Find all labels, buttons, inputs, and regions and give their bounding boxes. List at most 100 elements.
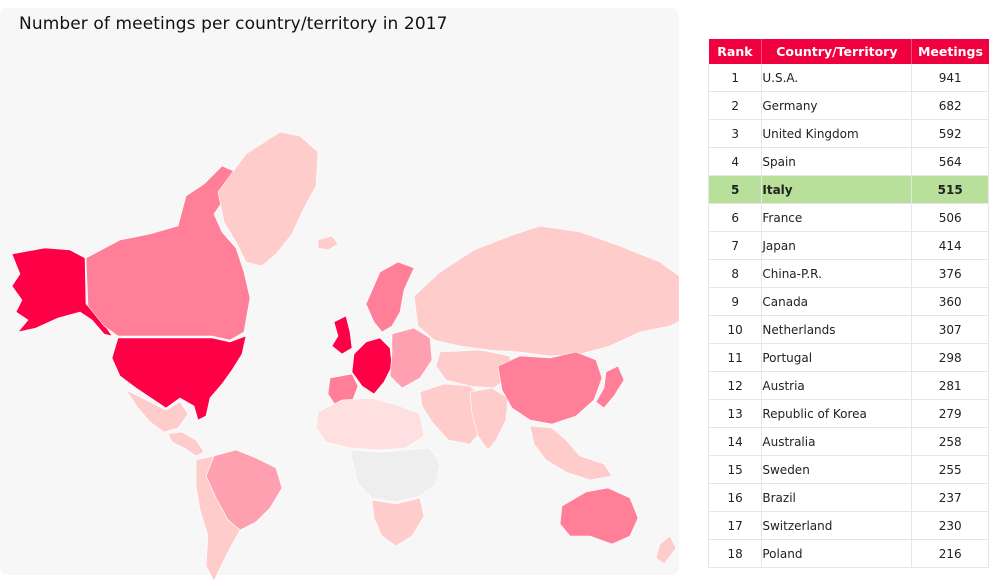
country-cell: Australia (761, 427, 913, 456)
meetings-cell: 360 (911, 287, 989, 316)
table-row[interactable]: 13 Republic of Korea 279 (707, 399, 989, 428)
map-region-iceland[interactable] (317, 235, 339, 251)
country-cell: United Kingdom (761, 119, 913, 148)
map-region-japan[interactable] (595, 365, 625, 409)
map-region-central-america[interactable] (167, 431, 205, 457)
map-region-scandinavia[interactable] (365, 261, 415, 333)
ranking-table-wrap: Rank Country/Territory Meetings 1 U.S.A. 9… (707, 39, 989, 568)
country-cell: France (761, 203, 913, 232)
country-cell: Austria (761, 371, 913, 400)
map-region-south-america[interactable] (195, 455, 241, 582)
map-region-southern-africa[interactable] (371, 497, 425, 547)
table-row[interactable]: 16 Brazil 237 (707, 483, 989, 512)
rank-cell: 15 (707, 455, 763, 484)
country-cell: Republic of Korea (761, 399, 913, 428)
header-rank[interactable]: Rank (708, 39, 762, 64)
meetings-cell: 376 (911, 259, 989, 288)
rank-cell: 6 (707, 203, 763, 232)
rank-cell: 18 (707, 539, 763, 568)
map-panel: Number of meetings per country/territory… (0, 8, 679, 582)
map-region-uk[interactable] (331, 315, 353, 355)
rank-cell: 3 (707, 119, 763, 148)
table-row[interactable]: 14 Australia 258 (707, 427, 989, 456)
meetings-cell: 564 (911, 147, 989, 176)
rank-cell: 7 (707, 231, 763, 260)
map-region-alaska[interactable] (11, 247, 113, 337)
rank-cell: 4 (707, 147, 763, 176)
meetings-cell: 258 (911, 427, 989, 456)
chart-title: Number of meetings per country/territory… (19, 14, 448, 34)
table-row[interactable]: 2 Germany 682 (707, 91, 989, 120)
meetings-cell: 592 (911, 119, 989, 148)
meetings-cell: 515 (911, 175, 989, 204)
map-region-greenland[interactable] (217, 131, 319, 267)
header-meetings[interactable]: Meetings (911, 39, 989, 64)
rank-cell: 12 (707, 371, 763, 400)
rank-cell: 11 (707, 343, 763, 372)
table-row[interactable]: 11 Portugal 298 (707, 343, 989, 372)
meetings-cell: 307 (911, 315, 989, 344)
table-row[interactable]: 7 Japan 414 (707, 231, 989, 260)
meetings-cell: 255 (911, 455, 989, 484)
meetings-cell: 230 (911, 511, 989, 540)
rank-cell: 9 (707, 287, 763, 316)
rank-cell: 1 (707, 64, 763, 92)
table-row[interactable]: 1 U.S.A. 941 (707, 64, 989, 92)
map-region-china[interactable] (497, 351, 603, 425)
map-region-western-europe[interactable] (351, 337, 393, 395)
header-country[interactable]: Country/Territory (761, 39, 912, 64)
table-row[interactable]: 6 France 506 (707, 203, 989, 232)
table-row[interactable]: 9 Canada 360 (707, 287, 989, 316)
table-row[interactable]: 10 Netherlands 307 (707, 315, 989, 344)
map-region-russia[interactable] (413, 225, 679, 357)
rank-cell: 13 (707, 399, 763, 428)
map-region-india[interactable] (469, 387, 509, 451)
country-cell: China-P.R. (761, 259, 913, 288)
meetings-cell: 281 (911, 371, 989, 400)
table-row[interactable]: 18 Poland 216 (707, 539, 989, 568)
map-region-middle-east[interactable] (419, 383, 487, 445)
table-row[interactable]: 8 China-P.R. 376 (707, 259, 989, 288)
table-header-row: Rank Country/Territory Meetings (708, 39, 989, 64)
rank-cell: 17 (707, 511, 763, 540)
meetings-cell: 237 (911, 483, 989, 512)
meetings-cell: 941 (911, 64, 989, 92)
map-region-eastern-europe[interactable] (389, 327, 433, 389)
meetings-cell: 682 (911, 91, 989, 120)
country-cell: Sweden (761, 455, 913, 484)
country-cell: Germany (761, 91, 913, 120)
map-region-new-zealand[interactable] (655, 535, 677, 565)
country-cell: Brazil (761, 483, 913, 512)
world-map[interactable] (0, 36, 679, 583)
table-row[interactable]: 17 Switzerland 230 (707, 511, 989, 540)
meetings-cell: 216 (911, 539, 989, 568)
rank-cell: 10 (707, 315, 763, 344)
rank-cell: 8 (707, 259, 763, 288)
map-region-central-africa[interactable] (349, 447, 441, 503)
table-row[interactable]: 4 Spain 564 (707, 147, 989, 176)
country-cell: U.S.A. (761, 64, 913, 92)
map-region-southeast-asia[interactable] (529, 425, 613, 481)
table-row[interactable]: 3 United Kingdom 592 (707, 119, 989, 148)
meetings-cell: 279 (911, 399, 989, 428)
table-row[interactable]: 12 Austria 281 (707, 371, 989, 400)
country-cell: Poland (761, 539, 913, 568)
map-region-north-africa[interactable] (315, 397, 425, 451)
map-region-central-asia[interactable] (435, 349, 511, 389)
country-cell: Switzerland (761, 511, 913, 540)
country-cell: Netherlands (761, 315, 913, 344)
rank-cell: 2 (707, 91, 763, 120)
map-region-mexico[interactable] (125, 389, 189, 433)
country-cell: Japan (761, 231, 913, 260)
ranking-table: Rank Country/Territory Meetings 1 U.S.A. 9… (707, 39, 989, 568)
table-body: 1 U.S.A. 941 2 Germany 682 3 United Kingdom 592 4… (707, 64, 989, 568)
meetings-cell: 298 (911, 343, 989, 372)
country-cell: Italy (761, 175, 913, 204)
meetings-cell: 506 (911, 203, 989, 232)
rank-cell: 14 (707, 427, 763, 456)
map-region-canada[interactable] (85, 165, 251, 341)
map-region-australia[interactable] (559, 487, 639, 545)
table-row[interactable]: 15 Sweden 255 (707, 455, 989, 484)
map-region-usa[interactable] (111, 335, 247, 421)
table-row[interactable]: 5 Italy 515 (707, 175, 989, 204)
